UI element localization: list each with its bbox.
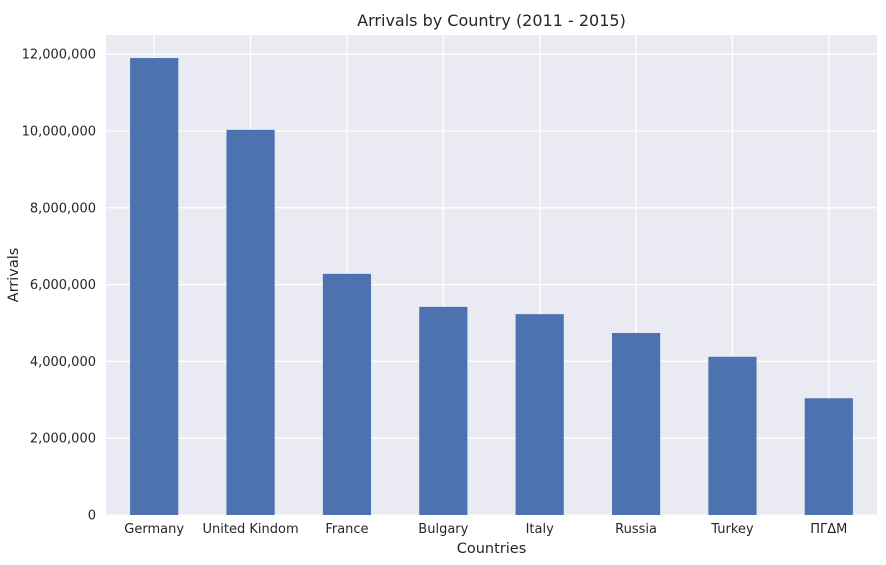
bar bbox=[322, 273, 372, 515]
y-tick-label: 10,000,000 bbox=[22, 125, 96, 140]
y-tick-label: 12,000,000 bbox=[22, 48, 96, 63]
bars bbox=[130, 58, 853, 515]
y-tick-label: 0 bbox=[88, 509, 96, 524]
bar bbox=[419, 306, 468, 515]
y-tick-label: 2,000,000 bbox=[30, 432, 96, 447]
x-tick-label: Bulgary bbox=[418, 522, 468, 537]
bar bbox=[130, 58, 179, 515]
y-tick-label: 4,000,000 bbox=[30, 355, 96, 370]
x-tick-label: United Kindom bbox=[203, 522, 299, 537]
y-tick-label: 6,000,000 bbox=[30, 278, 96, 293]
y-tick-labels: 0 2,000,000 4,000,000 6,000,000 8,000,000 10,… bbox=[22, 48, 96, 524]
y-axis-label: Arrivals bbox=[6, 248, 22, 303]
x-tick-label: Russia bbox=[615, 522, 657, 537]
x-tick-label: ΠΓΔΜ bbox=[810, 522, 847, 537]
y-tick-label: 8,000,000 bbox=[30, 201, 96, 216]
plot-area bbox=[106, 35, 877, 515]
x-tick-label: France bbox=[325, 522, 368, 537]
chart-title: Arrivals by Country (2011 - 2015) bbox=[357, 11, 626, 30]
x-tick-labels: Germany United Kindom France Bulgary Italy Ru… bbox=[124, 522, 847, 537]
x-tick-label: Germany bbox=[124, 522, 184, 537]
x-axis-label: Countries bbox=[457, 541, 527, 557]
bar bbox=[708, 356, 757, 515]
bar bbox=[515, 314, 564, 515]
bar bbox=[226, 129, 275, 515]
bar bbox=[804, 398, 853, 515]
x-tick-label: Turkey bbox=[710, 522, 754, 537]
bar bbox=[611, 332, 661, 515]
x-tick-label: Italy bbox=[526, 522, 555, 537]
